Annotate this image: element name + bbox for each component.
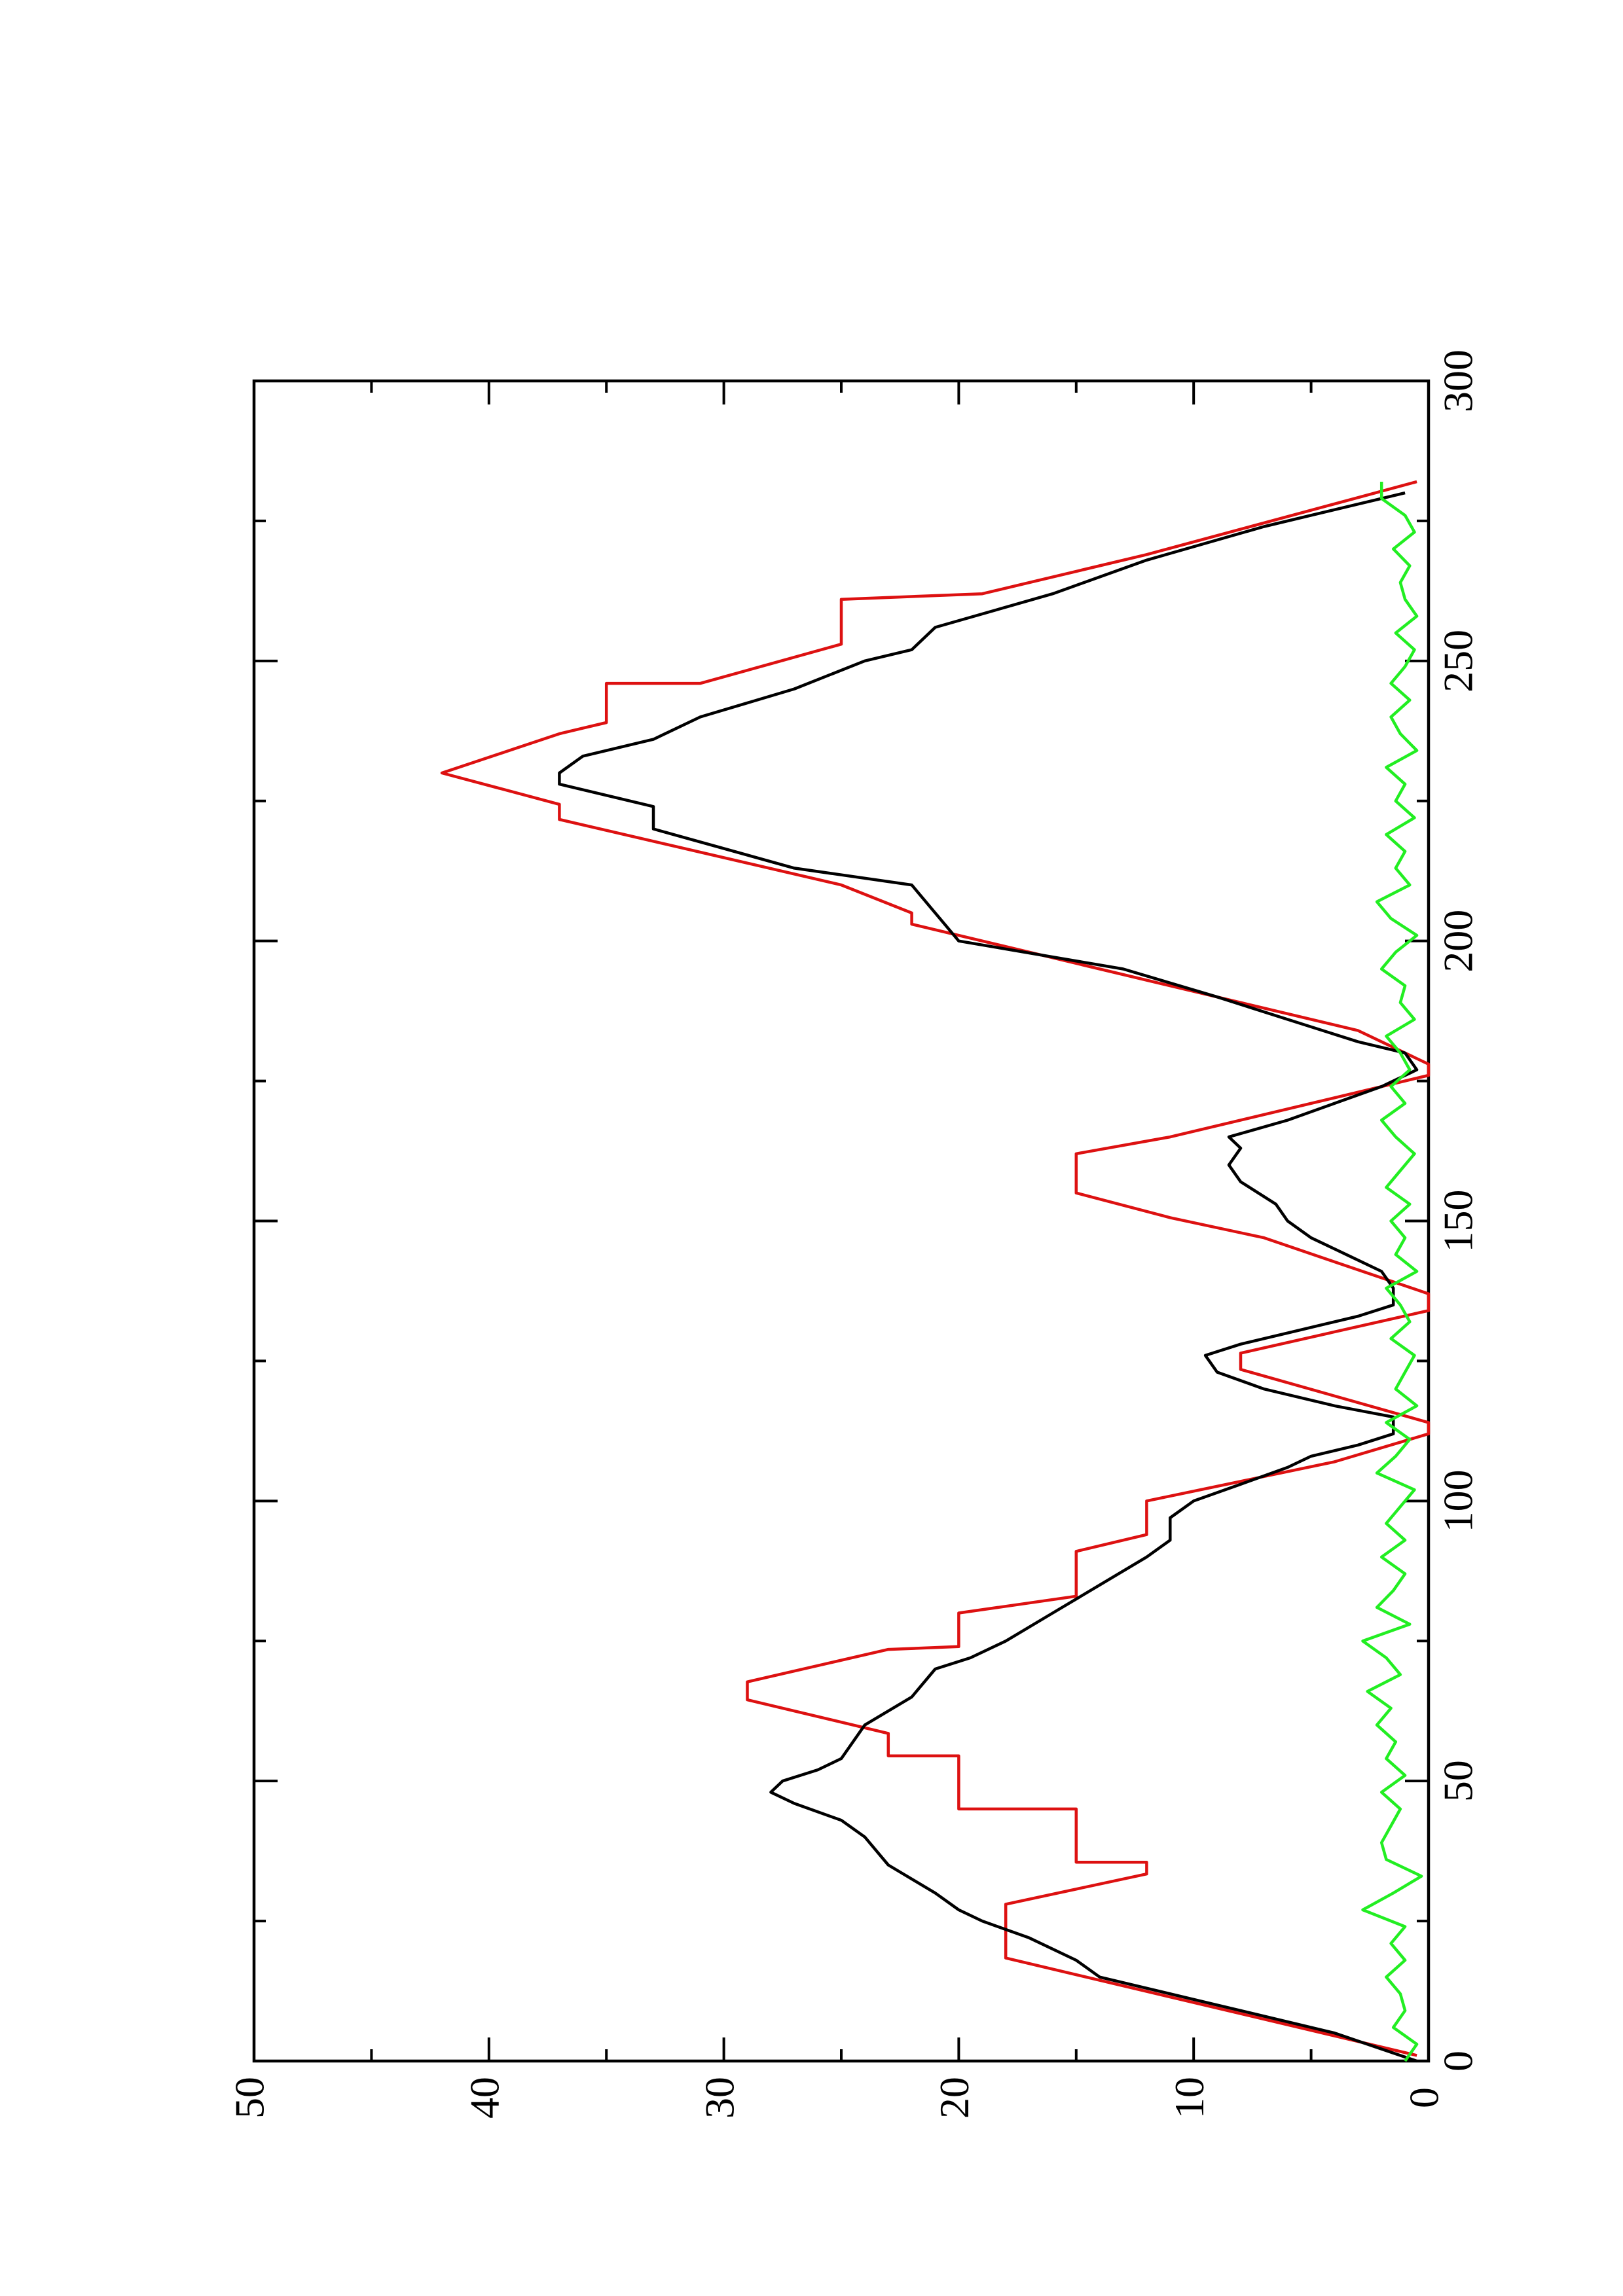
- x-tick-label: 250: [1435, 630, 1482, 692]
- series-line: [558, 491, 1419, 2063]
- x-tick-label: 300: [1435, 350, 1482, 412]
- y-tick-label: 40: [461, 2077, 507, 2119]
- y-tick-label: 20: [931, 2077, 977, 2119]
- y-tick-label: 0: [1401, 2087, 1448, 2108]
- y-tick-label: 30: [696, 2077, 742, 2119]
- series-line: [440, 480, 1431, 2057]
- x-tick-label: 50: [1435, 1760, 1482, 1802]
- y-tick-label: 10: [1166, 2077, 1213, 2119]
- x-tick-label: 200: [1435, 910, 1482, 973]
- x-tick-label: 100: [1435, 1469, 1482, 1532]
- x-tick-label: 150: [1435, 1190, 1482, 1253]
- x-tick-label: 0: [1435, 2051, 1482, 2072]
- y-tick-label: 50: [227, 2077, 273, 2119]
- series-line: [1361, 482, 1423, 2062]
